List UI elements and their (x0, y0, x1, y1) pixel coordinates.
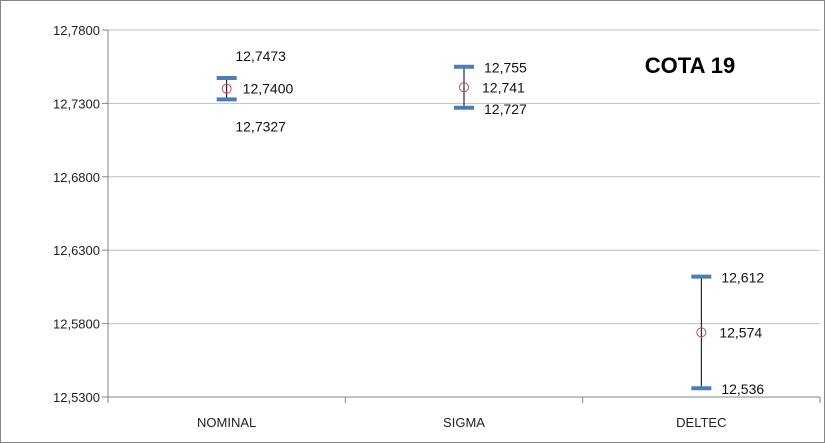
mean-point-marker (459, 82, 469, 93)
y-tick-label: 12,6300 (53, 243, 100, 258)
chart-title: COTA 19 (645, 53, 735, 78)
x-category-label: DELTEC (676, 415, 726, 430)
x-category-label: SIGMA (443, 415, 485, 430)
mean-point-marker (696, 327, 707, 338)
data-label-lower: 12,7327 (235, 118, 286, 134)
data-label-upper: 12,755 (484, 60, 527, 76)
data-label-mid: 12,741 (482, 79, 525, 95)
y-tick-label: 12,5300 (53, 390, 100, 405)
x-category-label: NOMINAL (197, 415, 256, 430)
data-label-mid: 12,574 (719, 324, 762, 340)
data-label-mid: 12,7400 (243, 81, 294, 97)
y-tick-label: 12,7300 (53, 96, 100, 111)
data-label-lower: 12,536 (721, 381, 764, 397)
y-tick-label: 12,7800 (53, 23, 100, 38)
data-label-lower: 12,727 (484, 101, 527, 117)
mean-point-marker (221, 83, 232, 94)
data-label-upper: 12,7473 (235, 48, 286, 64)
y-tick-label: 12,6800 (53, 170, 100, 185)
data-label-upper: 12,612 (721, 270, 764, 286)
y-tick-label: 12,5800 (53, 317, 100, 332)
